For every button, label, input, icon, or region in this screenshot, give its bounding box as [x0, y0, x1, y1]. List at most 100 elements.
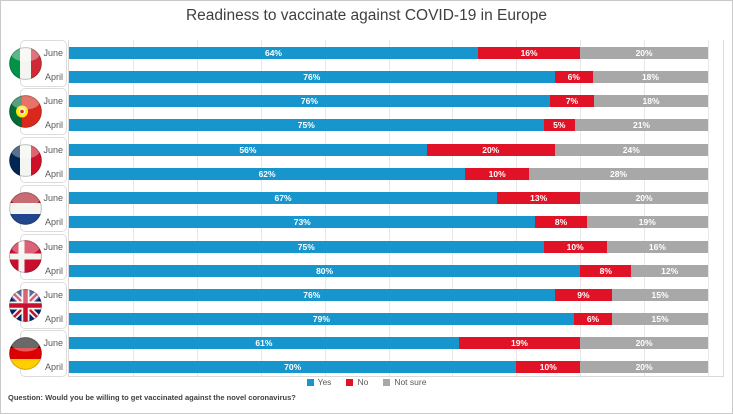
month-label-april: April [44, 362, 63, 373]
plot-right-border [723, 40, 724, 376]
bar-segment-yes: 61% [69, 337, 459, 350]
bar-segment-no: 20% [426, 143, 555, 156]
month-label-june: June [43, 290, 63, 300]
legend-label: Not sure [394, 377, 427, 387]
legend-item-no: No [346, 377, 368, 387]
bar-segment-yes: 64% [69, 47, 478, 59]
bar-row-june: 64% 16% 20% [69, 47, 708, 59]
bar-segment-yes: 76% [69, 95, 550, 108]
bar-segment-no: 10% [516, 361, 581, 374]
x-axis-line [68, 376, 724, 377]
month-label-june: June [43, 241, 63, 252]
x-gridline [389, 40, 390, 376]
month-label-june: June [43, 96, 63, 107]
month-label-june: June [43, 338, 63, 349]
bar-row-april: 70% 10% 20% [69, 361, 708, 374]
bar-segment-yes: 62% [69, 167, 466, 180]
legend-item-yes: Yes [306, 377, 332, 387]
bar-segment-no: 7% [549, 95, 595, 108]
bar-segment-yes: 56% [69, 143, 427, 156]
bar-row-april: 62% 10% 28% [69, 167, 708, 180]
bar-segment-not-sure: 15% [612, 289, 708, 301]
flag-france-icon [9, 143, 42, 177]
x-gridline [133, 40, 134, 376]
bar-row-april: 79% 6% 15% [69, 313, 708, 325]
bar-segment-yes: 76% [69, 71, 555, 83]
bar-segment-not-sure: 12% [631, 264, 708, 277]
bar-row-april: 80% 8% 12% [69, 264, 708, 277]
bar-segment-not-sure: 20% [580, 192, 708, 205]
bar-segment-no: 6% [554, 71, 593, 83]
bar-segment-no: 19% [458, 337, 581, 350]
x-gridline [644, 40, 645, 376]
flag-germany-icon [9, 337, 42, 371]
bar-row-june: 61% 19% 20% [69, 337, 708, 350]
bar-segment-not-sure: 19% [586, 216, 708, 229]
month-label-june: June [43, 193, 63, 204]
footnote: Question: Would you be willing to get va… [8, 393, 296, 402]
legend-label: Yes [317, 377, 332, 387]
y-axis-line [68, 40, 69, 376]
bar-segment-not-sure: 18% [592, 71, 708, 83]
bar-segment-not-sure: 21% [575, 119, 708, 132]
month-label-april: April [44, 168, 63, 179]
bar-row-april: 76% 6% 18% [69, 71, 708, 83]
month-label-june: June [43, 144, 63, 155]
x-gridline [580, 40, 581, 376]
month-label-april: April [44, 120, 63, 131]
legend-label: No [357, 377, 369, 387]
bar-segment-no: 6% [573, 313, 613, 325]
bar-segment-yes: 75% [69, 119, 544, 132]
bar-segment-not-sure: 20% [580, 361, 708, 374]
bar-segment-no: 16% [477, 47, 581, 59]
legend-item-not-sure: Not sure [383, 377, 426, 387]
bar-segment-no: 8% [535, 216, 587, 229]
bar-row-june: 76% 7% 18% [69, 95, 708, 108]
bar-segment-not-sure: 15% [612, 313, 708, 325]
legend-swatch-icon [383, 378, 391, 386]
month-label-april: April [44, 217, 63, 228]
bar-segment-yes: 80% [69, 264, 581, 277]
chart-title: Readiness to vaccinate against COVID-19 … [185, 7, 547, 24]
bar-row-june: 67% 13% 20% [69, 192, 708, 205]
bar-segment-yes: 75% [69, 240, 544, 253]
bar-row-april: 73% 8% 19% [69, 216, 708, 229]
bar-segment-not-sure: 24% [554, 143, 708, 156]
x-gridline [708, 40, 709, 376]
bar-segment-not-sure: 18% [594, 95, 708, 108]
bar-row-april: 75% 5% 21% [69, 119, 708, 132]
bar-row-june: 76% 9% 15% [69, 289, 708, 301]
legend-swatch-icon [306, 378, 314, 386]
bar-segment-yes: 70% [69, 361, 517, 374]
x-gridline [261, 40, 262, 376]
bar-segment-no: 8% [580, 264, 632, 277]
bar-segment-not-sure: 28% [529, 167, 708, 180]
bar-segment-not-sure: 20% [580, 337, 708, 350]
bar-segment-no: 10% [543, 240, 607, 253]
bar-row-june: 75% 10% 16% [69, 240, 708, 253]
bar-segment-no: 5% [543, 119, 576, 132]
month-label-april: April [44, 72, 63, 82]
flag-united-kingdom-icon [9, 288, 42, 322]
legend-swatch-icon [346, 378, 354, 386]
x-gridline [452, 40, 453, 376]
month-label-june: June [43, 48, 63, 58]
flag-portugal-icon [9, 95, 42, 129]
x-gridline [197, 40, 198, 376]
month-label-april: April [44, 265, 63, 276]
flag-netherlands-icon [9, 192, 42, 225]
bar-segment-not-sure: 20% [580, 47, 708, 59]
bar-segment-no: 9% [554, 289, 613, 301]
bar-segment-yes: 73% [69, 216, 536, 229]
flag-denmark-icon [9, 240, 42, 274]
bar-segment-yes: 67% [69, 192, 498, 205]
bar-segment-no: 10% [465, 167, 530, 180]
bar-row-june: 56% 20% 24% [69, 143, 708, 156]
bar-segment-yes: 79% [69, 313, 574, 325]
bar-segment-not-sure: 16% [606, 240, 708, 253]
legend: Yes No Not sure [1, 377, 732, 387]
bar-segment-yes: 76% [69, 289, 555, 301]
flag-italy-icon [9, 46, 42, 80]
x-gridline [516, 40, 517, 376]
